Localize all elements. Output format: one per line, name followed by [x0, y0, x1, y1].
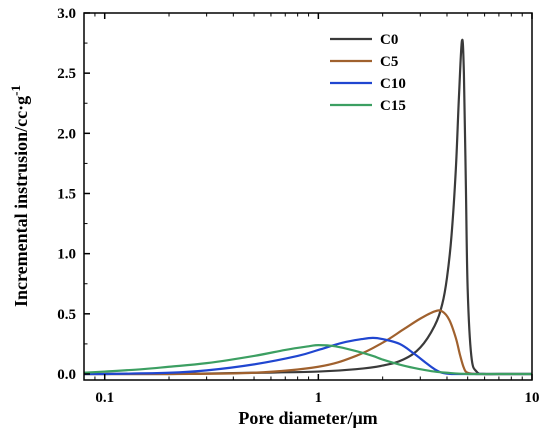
y-tick-label: 1.0	[57, 247, 76, 263]
series-line-c0	[84, 38, 532, 376]
x-axis-title: Pore diameter/μm	[238, 408, 377, 428]
y-tick-label: 0.0	[57, 367, 76, 383]
y-tick-label: 1.5	[57, 186, 76, 202]
y-axis-title: Incremental instrusion/cc·g-1	[8, 85, 31, 307]
legend-label-c15: C15	[380, 98, 406, 114]
y-tick-label: 2.5	[57, 66, 76, 82]
y-axis-title-main: Incremental instrusion/cc·g	[11, 96, 31, 307]
legend: C0 C5 C10 C15	[330, 32, 406, 114]
x-tick-label: 0.1	[95, 390, 114, 406]
y-tick-label: 0.5	[57, 307, 76, 323]
y-axis-title-superscript: -1	[8, 85, 23, 96]
series-line-c5	[84, 309, 532, 376]
y-tick-label: 3.0	[57, 6, 76, 22]
legend-label-c10: C10	[380, 76, 406, 92]
x-tick-label: 1	[315, 390, 323, 406]
ticks-layer: 0.1 1 10 0.0 0.5 1.0 1.5 2.0 2.5 3.0	[57, 6, 539, 406]
y-tick-label: 2.0	[57, 126, 76, 142]
x-tick-label: 10	[525, 390, 540, 406]
legend-label-c0: C0	[380, 32, 398, 48]
plot-area-frame	[83, 12, 533, 381]
series-layer	[84, 38, 532, 376]
series-line-c15	[84, 344, 532, 376]
legend-label-c5: C5	[380, 54, 398, 70]
